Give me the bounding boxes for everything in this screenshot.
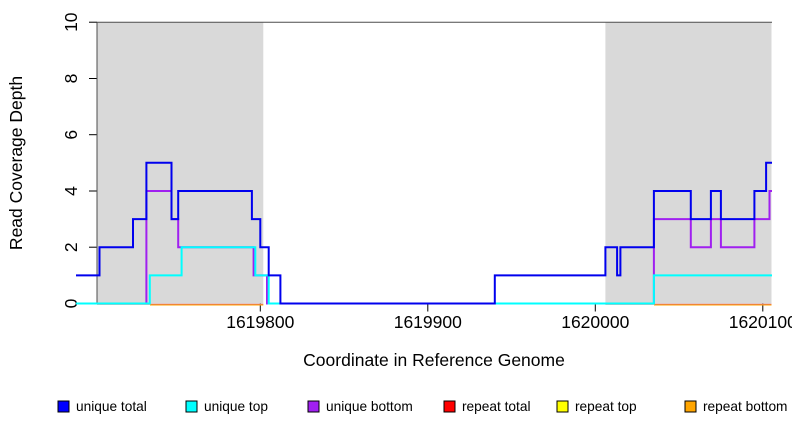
svg-text:repeat bottom: repeat bottom bbox=[703, 399, 787, 414]
svg-text:4: 4 bbox=[61, 186, 81, 196]
svg-text:6: 6 bbox=[61, 130, 81, 140]
svg-text:repeat total: repeat total bbox=[462, 399, 530, 414]
svg-text:unique bottom: unique bottom bbox=[326, 399, 413, 414]
svg-text:1620000: 1620000 bbox=[561, 312, 629, 332]
svg-text:Coordinate in Reference Genome: Coordinate in Reference Genome bbox=[303, 350, 565, 370]
svg-text:repeat top: repeat top bbox=[575, 399, 637, 414]
svg-text:2: 2 bbox=[61, 242, 81, 252]
svg-text:8: 8 bbox=[61, 74, 81, 84]
svg-text:1619900: 1619900 bbox=[394, 312, 462, 332]
svg-text:Read Coverage Depth: Read Coverage Depth bbox=[6, 76, 26, 250]
svg-text:1620100: 1620100 bbox=[729, 312, 792, 332]
svg-text:unique top: unique top bbox=[204, 399, 268, 414]
svg-text:unique total: unique total bbox=[76, 399, 147, 414]
svg-text:1619800: 1619800 bbox=[226, 312, 294, 332]
svg-text:10: 10 bbox=[61, 12, 81, 32]
